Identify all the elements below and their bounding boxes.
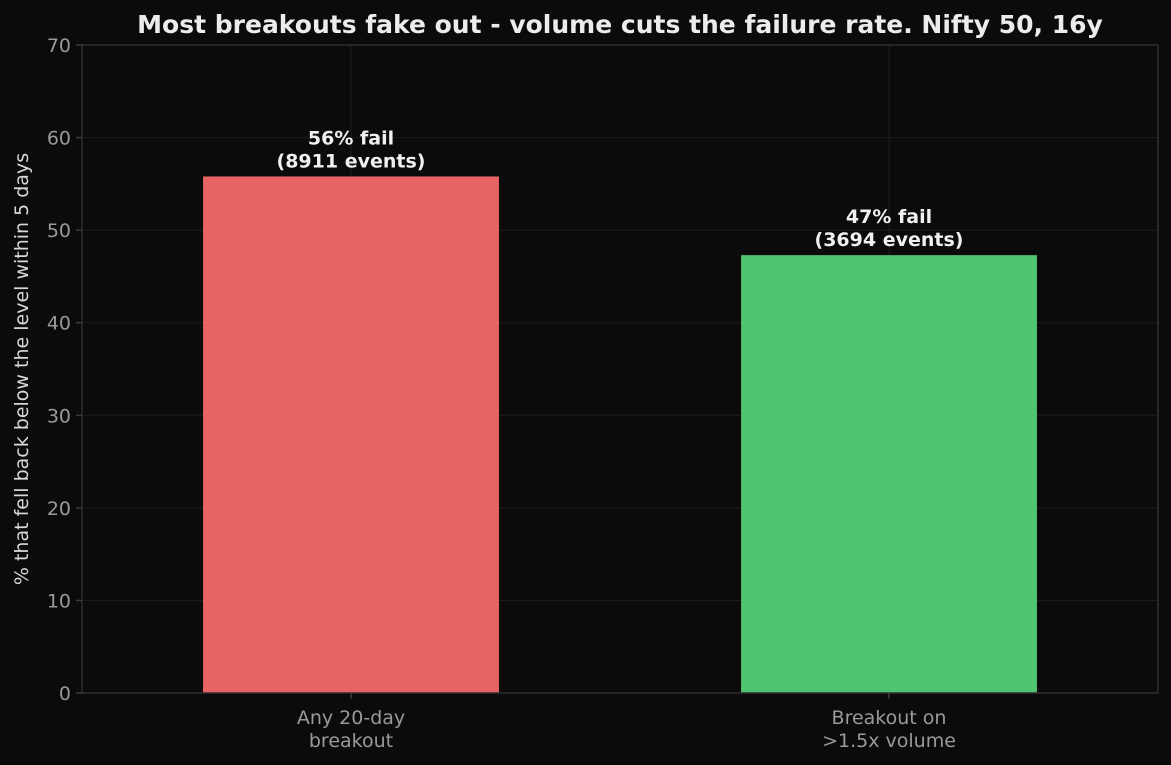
x-axis: Any 20-day breakout Breakout on >1.5x volum… [297, 693, 956, 752]
y-axis: 0 10 20 30 40 50 60 70 [47, 35, 82, 705]
bar-labels: 56% fail (8911 events) 47% fail (3694 event… [277, 127, 964, 251]
bars [203, 176, 1037, 694]
y-axis-label: % that fell back below the level within … [11, 153, 33, 585]
bar-value-label: 47% fail (3694 events) [815, 206, 964, 251]
y-tick-label: 10 [47, 590, 71, 612]
bar [203, 176, 499, 694]
y-tick-label: 60 [47, 128, 71, 150]
y-tick-label: 30 [47, 405, 71, 427]
x-tick-label: Any 20-day breakout [297, 707, 405, 752]
bar-value-label: 56% fail (8911 events) [277, 127, 426, 172]
y-tick-label: 40 [47, 313, 71, 335]
y-tick-label: 70 [47, 35, 71, 57]
y-tick-label: 0 [59, 683, 71, 705]
bar [741, 255, 1037, 693]
y-tick-label: 20 [47, 498, 71, 520]
y-tick-label: 50 [47, 220, 71, 242]
chart-title: Most breakouts fake out - volume cuts th… [137, 10, 1103, 39]
plot-frame [81, 44, 1159, 694]
x-tick-label: Breakout on >1.5x volume [822, 707, 956, 752]
